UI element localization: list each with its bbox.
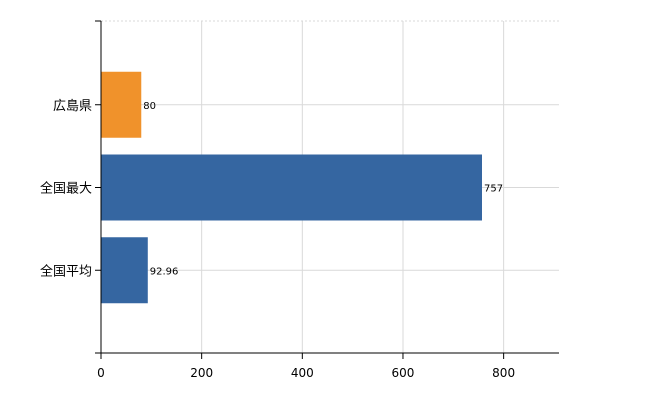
bar-layer <box>101 71 482 304</box>
x-tick-label: 600 <box>392 366 415 380</box>
x-tick-label: 0 <box>97 366 105 380</box>
x-tick-label: 400 <box>291 366 314 380</box>
bar <box>101 71 142 138</box>
label-layer: 0 200 400 600 800 広島県 80 全国最大 757 全国平均 92.96 <box>40 99 515 380</box>
data-label: 80 <box>143 101 156 112</box>
axis-layer <box>95 20 559 359</box>
x-tick-label: 800 <box>492 366 515 380</box>
bar <box>101 154 482 221</box>
y-category-label: 広島県 <box>53 99 92 114</box>
y-category-label: 全国最大 <box>40 181 92 197</box>
bar <box>101 237 148 304</box>
y-category-label: 全国平均 <box>40 263 92 279</box>
data-label: 92.96 <box>150 266 179 277</box>
data-label: 757 <box>484 184 503 195</box>
x-tick-label: 200 <box>190 366 213 380</box>
